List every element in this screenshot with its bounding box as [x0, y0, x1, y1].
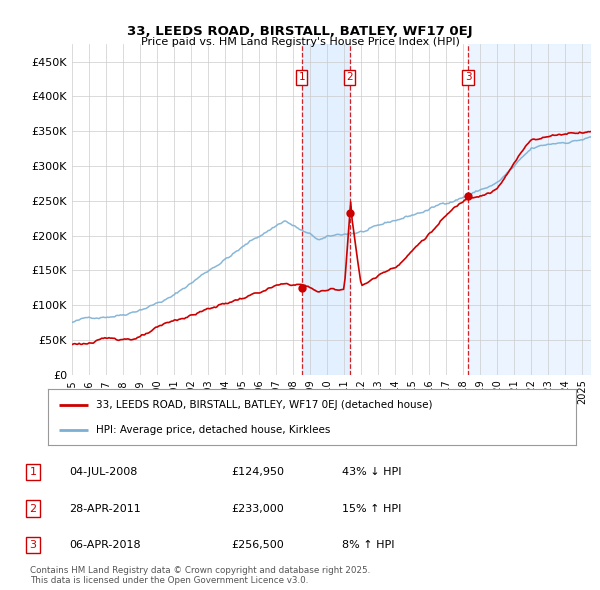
Text: £233,000: £233,000 — [231, 504, 284, 513]
Text: 15% ↑ HPI: 15% ↑ HPI — [342, 504, 401, 513]
Text: 43% ↓ HPI: 43% ↓ HPI — [342, 467, 401, 477]
Text: Contains HM Land Registry data © Crown copyright and database right 2025.
This d: Contains HM Land Registry data © Crown c… — [30, 566, 370, 585]
Text: Price paid vs. HM Land Registry's House Price Index (HPI): Price paid vs. HM Land Registry's House … — [140, 37, 460, 47]
Text: £124,950: £124,950 — [231, 467, 284, 477]
Text: £256,500: £256,500 — [231, 540, 284, 550]
Bar — [468, 44, 591, 375]
Text: 2: 2 — [347, 73, 353, 82]
Text: 8% ↑ HPI: 8% ↑ HPI — [342, 540, 395, 550]
Text: 3: 3 — [29, 540, 37, 550]
Text: 2: 2 — [29, 504, 37, 513]
Text: 04-JUL-2008: 04-JUL-2008 — [69, 467, 137, 477]
Text: HPI: Average price, detached house, Kirklees: HPI: Average price, detached house, Kirk… — [95, 425, 330, 435]
Text: 28-APR-2011: 28-APR-2011 — [69, 504, 141, 513]
Text: 3: 3 — [464, 73, 471, 82]
Text: 33, LEEDS ROAD, BIRSTALL, BATLEY, WF17 0EJ (detached house): 33, LEEDS ROAD, BIRSTALL, BATLEY, WF17 0… — [95, 399, 432, 409]
Text: 1: 1 — [298, 73, 305, 82]
Text: 33, LEEDS ROAD, BIRSTALL, BATLEY, WF17 0EJ: 33, LEEDS ROAD, BIRSTALL, BATLEY, WF17 0… — [127, 25, 473, 38]
Text: 06-APR-2018: 06-APR-2018 — [69, 540, 140, 550]
Text: 1: 1 — [29, 467, 37, 477]
Bar — [302, 44, 350, 375]
